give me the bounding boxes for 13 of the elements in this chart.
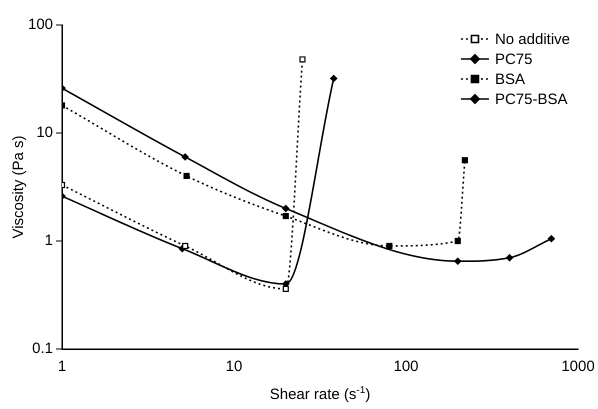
y-tick-label: 0.1 xyxy=(32,340,54,358)
y-axis-title: Viscosity (Pa s) xyxy=(10,135,27,239)
y-tick-label: 10 xyxy=(36,124,54,142)
x-tick-label: 10 xyxy=(226,358,242,376)
y-tick-label: 100 xyxy=(28,16,54,34)
x-tick-label: 100 xyxy=(393,358,419,376)
x-tick-label: 1 xyxy=(58,358,66,376)
legend-label: PC75-BSA xyxy=(494,91,568,108)
x-tick-label: 1000 xyxy=(561,358,595,376)
legend-label: No additive xyxy=(494,31,570,48)
legend-label: BSA xyxy=(494,71,525,88)
legend-label: PC75 xyxy=(494,51,532,68)
y-tick-label: 1 xyxy=(44,232,54,250)
